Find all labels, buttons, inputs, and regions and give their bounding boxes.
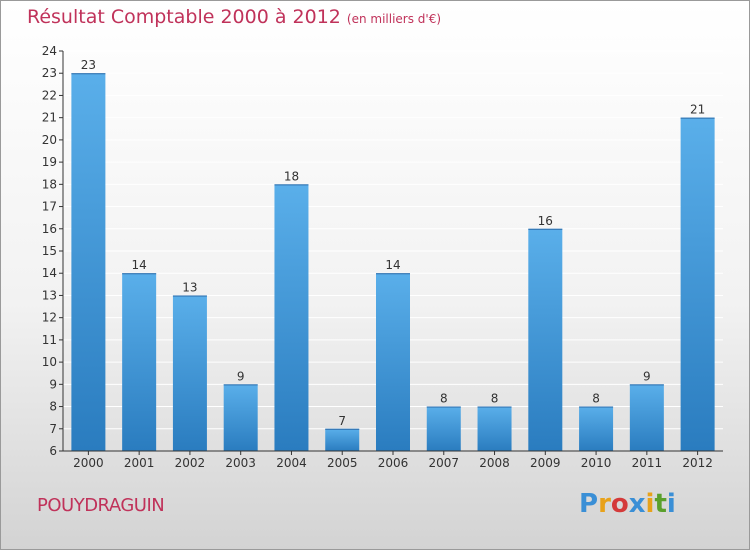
x-tick-label: 2010 bbox=[581, 456, 612, 470]
y-tick-label: 14 bbox=[42, 266, 57, 280]
data-label: 16 bbox=[538, 214, 553, 228]
bar bbox=[172, 295, 207, 451]
x-tick-label: 2001 bbox=[124, 456, 155, 470]
y-tick-label: 21 bbox=[42, 111, 57, 125]
logo-letter: r bbox=[598, 489, 611, 519]
x-tick-label: 2000 bbox=[73, 456, 104, 470]
x-tick-label: 2011 bbox=[632, 456, 663, 470]
x-tick-label: 2002 bbox=[175, 456, 206, 470]
chart-subtitle: (en milliers d'€) bbox=[346, 12, 442, 26]
logo-letter: i bbox=[645, 489, 655, 519]
x-tick-label: 2012 bbox=[682, 456, 713, 470]
bar bbox=[426, 406, 461, 451]
x-tick-label: 2007 bbox=[428, 456, 459, 470]
data-label: 7 bbox=[338, 414, 346, 428]
data-label: 21 bbox=[690, 103, 705, 117]
y-tick-label: 20 bbox=[42, 133, 57, 147]
data-label: 8 bbox=[491, 392, 499, 406]
data-label: 23 bbox=[81, 58, 96, 72]
data-label: 8 bbox=[440, 392, 448, 406]
bar bbox=[579, 406, 614, 451]
commune-name: POUYDRAGUIN bbox=[37, 495, 165, 516]
proxiti-logo: Proxiti bbox=[579, 489, 676, 519]
chart-title: Résultat Comptable 2000 à 2012 (en millie… bbox=[27, 6, 441, 28]
data-label: 8 bbox=[592, 392, 600, 406]
data-label: 9 bbox=[237, 369, 245, 383]
y-tick-label: 13 bbox=[42, 288, 57, 302]
x-tick-label: 2005 bbox=[327, 456, 358, 470]
bar bbox=[680, 117, 715, 452]
bar bbox=[477, 406, 512, 451]
x-tick-label: 2009 bbox=[530, 456, 561, 470]
logo-letter: P bbox=[579, 489, 599, 519]
y-tick-label: 23 bbox=[42, 66, 57, 80]
y-tick-label: 24 bbox=[42, 44, 57, 58]
logo-letter: o bbox=[610, 489, 629, 519]
y-tick-label: 11 bbox=[42, 333, 57, 347]
data-label: 13 bbox=[182, 280, 197, 294]
y-tick-label: 22 bbox=[42, 88, 57, 102]
y-tick-label: 15 bbox=[42, 244, 57, 258]
bar bbox=[528, 228, 563, 451]
y-tick-label: 18 bbox=[42, 177, 57, 191]
y-tick-label: 7 bbox=[49, 422, 57, 436]
y-tick-label: 16 bbox=[42, 222, 57, 236]
y-tick-label: 17 bbox=[42, 200, 57, 214]
data-label: 18 bbox=[284, 169, 299, 183]
bar bbox=[325, 428, 360, 451]
bar bbox=[274, 184, 309, 452]
x-tick-label: 2003 bbox=[225, 456, 256, 470]
y-tick-label: 8 bbox=[49, 400, 57, 414]
y-tick-label: 19 bbox=[42, 155, 57, 169]
bar bbox=[376, 273, 410, 451]
y-tick-label: 10 bbox=[42, 355, 57, 369]
logo-letter: t bbox=[654, 489, 667, 519]
logo-letter: i bbox=[666, 489, 676, 519]
data-label: 14 bbox=[385, 258, 400, 272]
chart-title-text: Résultat Comptable 2000 à 2012 bbox=[27, 6, 341, 28]
y-tick-label: 9 bbox=[49, 377, 57, 391]
x-tick-label: 2008 bbox=[479, 456, 510, 470]
y-tick-label: 6 bbox=[49, 444, 57, 458]
logo-letter: x bbox=[628, 489, 646, 519]
bar bbox=[122, 273, 157, 451]
data-label: 14 bbox=[132, 258, 147, 272]
x-tick-label: 2006 bbox=[378, 456, 409, 470]
x-tick-label: 2004 bbox=[276, 456, 307, 470]
bar bbox=[223, 384, 258, 451]
data-label: 9 bbox=[643, 369, 651, 383]
y-tick-label: 12 bbox=[42, 311, 57, 325]
bar bbox=[71, 73, 106, 451]
bar bbox=[629, 384, 664, 451]
